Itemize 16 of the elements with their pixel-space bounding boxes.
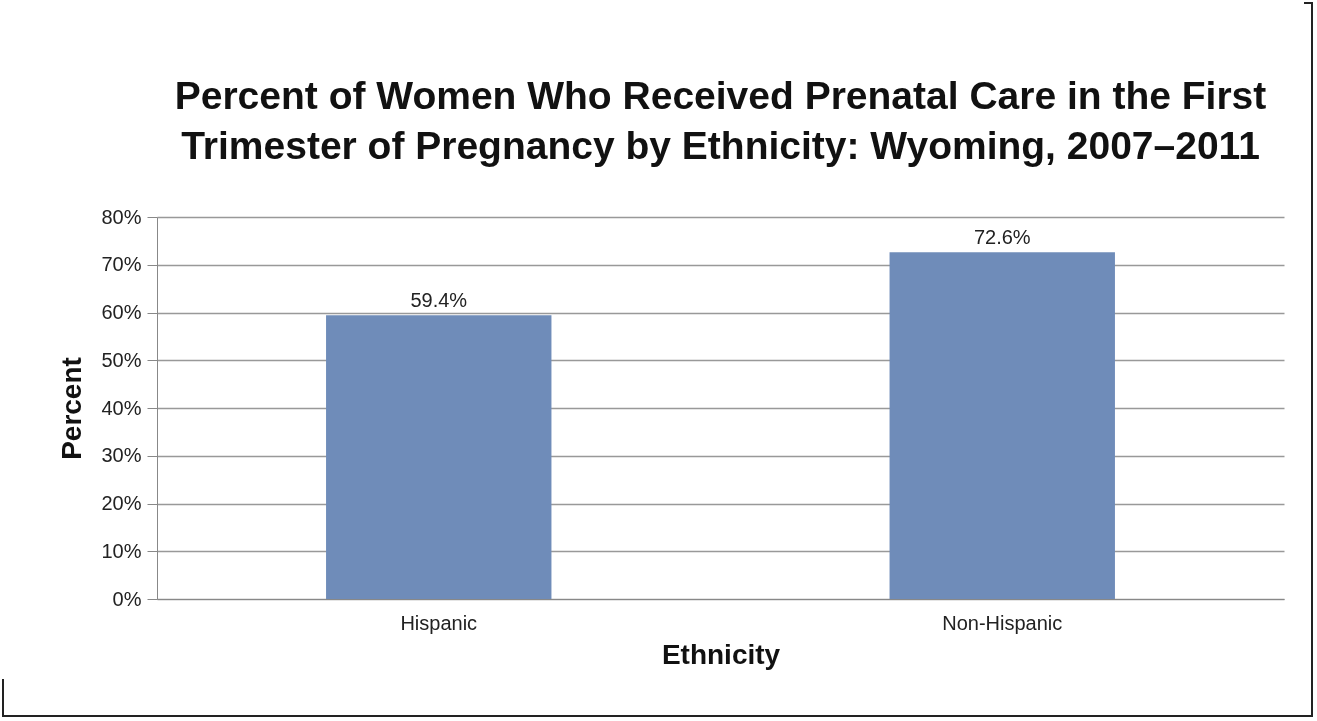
- y-tick-label: 30%: [101, 444, 142, 467]
- y-tick-label: 80%: [101, 205, 142, 228]
- y-axis-title: Percent: [56, 357, 88, 460]
- y-tick-label: 60%: [101, 301, 142, 323]
- x-tick-label: Hispanic: [400, 611, 478, 634]
- y-tick-label: 50%: [101, 348, 142, 371]
- x-axis-title: Ethnicity: [661, 638, 781, 670]
- x-tick-label: Non-Hispanic: [942, 611, 1063, 634]
- y-tick-label: 20%: [101, 492, 142, 514]
- y-tick-label: 40%: [101, 396, 142, 419]
- data-label: 59.4%: [410, 289, 468, 312]
- y-tick-label: 70%: [101, 253, 142, 276]
- data-label: 72.6%: [973, 226, 1031, 249]
- y-tick-label: 10%: [101, 539, 142, 562]
- y-tick-label: 0%: [112, 587, 142, 610]
- chart-title: Percent of Women Who Received Prenatal Care in the First Trimester of Pregnancy by Ethnicity: Wyoming, 2007–2011: [174, 74, 1267, 167]
